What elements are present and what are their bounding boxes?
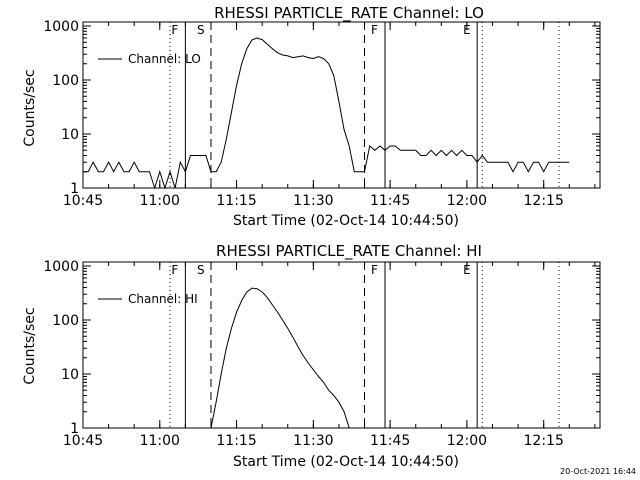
lo-y-tick-label: 1 xyxy=(70,181,79,197)
lo-event-marker-label: F xyxy=(171,23,178,37)
lo-x-tick-label: 11:00 xyxy=(140,193,180,209)
lo-x-axis-label: Start Time (02-Oct-14 10:44:50) xyxy=(233,213,459,229)
hi-x-tick-label: 11:00 xyxy=(140,433,180,449)
hi-x-tick-label: 11:45 xyxy=(370,433,410,449)
lo-rate-series-line xyxy=(83,37,570,190)
hi-x-tick-label: 12:15 xyxy=(524,433,564,449)
lo-x-tick-label: 11:30 xyxy=(293,193,333,209)
lo-event-marker-label: F xyxy=(371,23,378,37)
hi-event-marker-label: F xyxy=(371,263,378,277)
lo-event-marker-label: S xyxy=(197,23,205,37)
hi-y-tick-label: 10 xyxy=(61,367,79,383)
hi-event-marker-label: S xyxy=(197,263,205,277)
lo-chart-title: RHESSI PARTICLE_RATE Channel: LO xyxy=(214,4,484,23)
lo-x-tick-label: 12:00 xyxy=(447,193,487,209)
lo-x-tick-label: 11:45 xyxy=(370,193,410,209)
hi-x-tick-label: 11:30 xyxy=(293,433,333,449)
lo-y-tick-label: 1000 xyxy=(43,19,79,35)
lo-channel-panel: RHESSI PARTICLE_RATE Channel: LO Counts/… xyxy=(22,4,601,229)
footer-timestamp: 20-Oct-2021 16:44 xyxy=(560,467,636,476)
lo-x-tick-label: 12:15 xyxy=(524,193,564,209)
hi-x-axis-label: Start Time (02-Oct-14 10:44:50) xyxy=(233,454,459,470)
hi-event-marker-label: E xyxy=(463,263,471,277)
hi-event-marker-label: F xyxy=(171,263,178,277)
lo-x-tick-label: 11:15 xyxy=(216,193,256,209)
lo-plot-frame xyxy=(82,21,601,189)
hi-legend-label: Channel: HI xyxy=(128,292,198,306)
hi-y-tick-label: 100 xyxy=(52,313,79,329)
hi-plot-frame xyxy=(82,261,601,429)
hi-x-tick-label: 10:45 xyxy=(63,433,103,449)
hi-x-tick-label: 11:15 xyxy=(216,433,256,449)
lo-event-marker-label: E xyxy=(463,23,471,37)
hi-x-tick-label: 12:00 xyxy=(447,433,487,449)
hi-rate-series-line xyxy=(210,287,350,429)
lo-y-tick-label: 100 xyxy=(52,73,79,89)
lo-y-tick-label: 10 xyxy=(61,127,79,143)
hi-chart-title: RHESSI PARTICLE_RATE Channel: HI xyxy=(216,242,482,261)
hi-y-axis-label: Counts/sec xyxy=(22,307,38,384)
hi-channel-panel: RHESSI PARTICLE_RATE Channel: HI Counts/… xyxy=(22,242,601,470)
hi-y-tick-label: 1 xyxy=(70,421,79,437)
lo-x-tick-label: 10:45 xyxy=(63,193,103,209)
lo-y-axis-label: Counts/sec xyxy=(22,69,38,146)
lo-legend-label: Channel: LO xyxy=(128,52,201,66)
hi-y-tick-label: 1000 xyxy=(43,259,79,275)
